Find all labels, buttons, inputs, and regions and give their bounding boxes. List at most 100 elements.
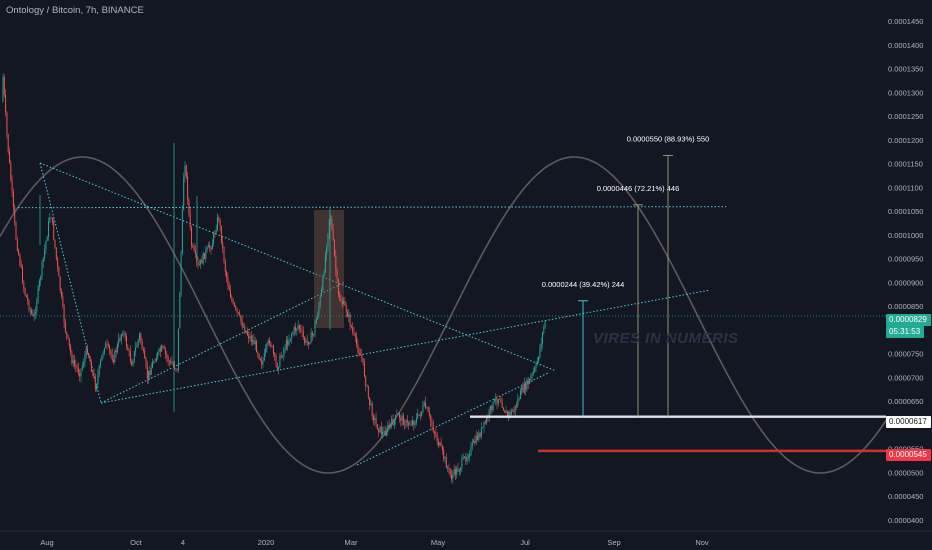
candle-body (207, 245, 209, 248)
candle-body (531, 373, 533, 377)
candle-body (178, 328, 179, 371)
candle-body (453, 469, 455, 475)
candle-body (219, 220, 221, 226)
candle-body (157, 352, 159, 358)
time-tick-label: 2020 (258, 538, 275, 547)
candle-body (347, 311, 348, 317)
candle-body (408, 422, 410, 426)
candle-body (183, 177, 185, 210)
candle-body (256, 340, 257, 353)
candle-body (106, 343, 108, 345)
candle-body (470, 445, 472, 455)
candle-body (425, 402, 426, 408)
candle-body (289, 338, 291, 341)
candle-body (185, 165, 187, 177)
candle-body (205, 250, 207, 260)
candle-body (265, 349, 267, 353)
candle-body (41, 261, 43, 277)
candle-body (399, 413, 400, 419)
candle-body (335, 255, 337, 271)
candle-body (522, 386, 524, 393)
candle-body (464, 456, 465, 458)
candle-body (181, 209, 183, 253)
price-range-projections[interactable]: 0.0000244 (39.42%) 244 0.0000446 (72.21%)… (542, 134, 710, 417)
price-tick-label: 0.0001350 (888, 65, 923, 74)
candle-body (339, 294, 341, 301)
last-price-label: 0.0000829 (886, 314, 931, 326)
candle-body (295, 327, 296, 331)
candle-body (107, 344, 109, 346)
candle-body (285, 340, 287, 349)
projection-label: 0.0000244 (39.42%) 244 (542, 280, 625, 289)
candle-body (96, 384, 98, 390)
candle-body (318, 305, 320, 315)
time-tick-label: 4 (181, 538, 185, 547)
candle-body (354, 333, 356, 337)
candle-body (194, 250, 196, 255)
candle-body (94, 377, 96, 390)
candle-body (90, 361, 92, 372)
candle-body (434, 431, 436, 434)
candle-body (427, 407, 429, 412)
candle-body (326, 247, 328, 256)
candle-body (438, 441, 439, 446)
candle-body (321, 290, 322, 297)
candle-body (366, 385, 368, 387)
candle-body (233, 303, 235, 307)
candlestick-series (2, 73, 546, 484)
candle-body (431, 421, 433, 426)
support-level-white-label: 0.0000617 (886, 416, 931, 428)
candle-body (49, 217, 51, 222)
candle-body (322, 275, 324, 291)
candle-body (539, 346, 541, 357)
candle-body (483, 421, 485, 428)
candle-body (25, 295, 27, 298)
candle-body (396, 414, 398, 416)
candle-body (341, 302, 343, 305)
candle-body (210, 247, 212, 250)
candle-body (171, 361, 173, 365)
time-axis[interactable]: Aug Oct 4 2020 Mar May Jul Sep Nov (40, 538, 709, 547)
candle-body (508, 411, 510, 416)
candle-body (516, 405, 517, 407)
candle-body (365, 376, 367, 386)
projection-label: 0.0000446 (72.21%) 446 (597, 184, 680, 193)
candle-body (315, 318, 317, 324)
candle-body (102, 352, 104, 356)
candle-body (441, 445, 443, 451)
candle-body (114, 350, 116, 363)
candle-body (517, 399, 519, 406)
candle-body (405, 420, 407, 426)
candle-body (36, 301, 38, 312)
candle-body (176, 368, 178, 371)
candle-body (239, 313, 241, 316)
candle-body (249, 336, 251, 339)
candle-body (101, 355, 103, 361)
candle-body (336, 270, 338, 279)
time-tick-label: May (431, 538, 445, 547)
support-levels[interactable] (470, 415, 886, 453)
candle-body (402, 415, 404, 425)
candle-body (400, 418, 402, 421)
candle-body (66, 332, 68, 335)
candle-body (421, 411, 423, 416)
candle-body (388, 425, 390, 427)
candle-body (100, 360, 101, 366)
candle-body (9, 151, 10, 163)
candle-body (379, 426, 381, 433)
candle-body (161, 345, 163, 352)
price-tick-label: 0.0001450 (888, 17, 923, 26)
candle-body (361, 355, 363, 359)
candle-body (109, 345, 111, 351)
candle-body (18, 250, 20, 255)
candle-body (88, 353, 90, 358)
candle-body (168, 361, 170, 363)
support-level-red-label: 0.0000545 (886, 449, 931, 461)
candle-body (412, 420, 413, 426)
candle-body (413, 420, 415, 425)
candle-body (76, 366, 78, 368)
candle-body (67, 334, 69, 339)
price-tick-label: 0.0000700 (888, 373, 923, 382)
candle-body (490, 405, 491, 410)
